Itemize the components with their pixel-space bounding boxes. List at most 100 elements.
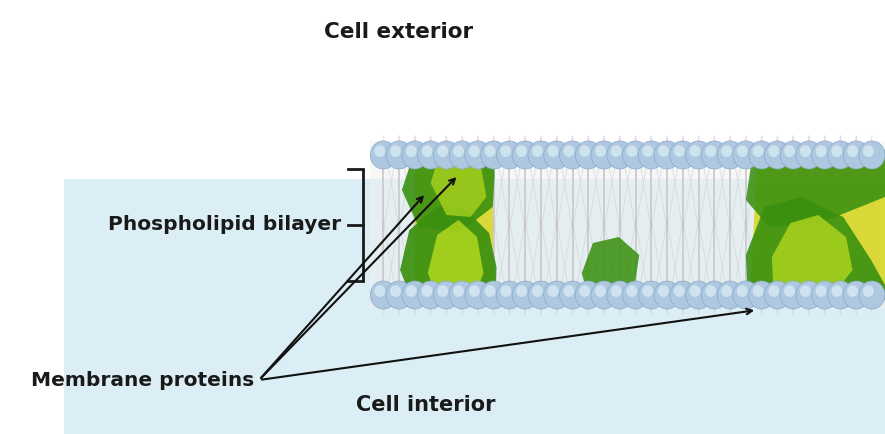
Circle shape (622, 141, 649, 169)
Circle shape (575, 281, 601, 309)
Circle shape (370, 141, 396, 169)
Polygon shape (772, 215, 852, 297)
Polygon shape (581, 237, 639, 300)
Circle shape (733, 141, 759, 169)
Circle shape (800, 285, 811, 297)
Circle shape (453, 285, 464, 297)
Circle shape (465, 281, 491, 309)
Circle shape (500, 285, 512, 297)
Circle shape (689, 285, 700, 297)
Circle shape (812, 141, 838, 169)
Polygon shape (746, 150, 885, 227)
Circle shape (627, 285, 637, 297)
Circle shape (559, 281, 586, 309)
Circle shape (421, 145, 433, 157)
Circle shape (390, 145, 401, 157)
Circle shape (796, 141, 822, 169)
Circle shape (749, 281, 774, 309)
Circle shape (752, 285, 764, 297)
Circle shape (370, 281, 396, 309)
Circle shape (737, 285, 748, 297)
Circle shape (686, 141, 712, 169)
Circle shape (607, 141, 633, 169)
Circle shape (859, 281, 885, 309)
Circle shape (702, 141, 727, 169)
Circle shape (784, 285, 795, 297)
Circle shape (831, 145, 843, 157)
Circle shape (485, 145, 496, 157)
Polygon shape (370, 141, 885, 309)
Circle shape (406, 285, 417, 297)
Circle shape (611, 285, 621, 297)
Text: Membrane proteins: Membrane proteins (31, 371, 255, 389)
Circle shape (831, 285, 843, 297)
Circle shape (721, 285, 732, 297)
Circle shape (658, 145, 669, 157)
Circle shape (800, 145, 811, 157)
Circle shape (481, 281, 507, 309)
Circle shape (528, 141, 554, 169)
Circle shape (796, 281, 822, 309)
Circle shape (752, 145, 764, 157)
Circle shape (784, 145, 795, 157)
Circle shape (847, 285, 858, 297)
Circle shape (386, 141, 412, 169)
Circle shape (543, 281, 570, 309)
Circle shape (595, 145, 606, 157)
Circle shape (607, 281, 633, 309)
Circle shape (658, 285, 669, 297)
Circle shape (863, 145, 873, 157)
Circle shape (500, 145, 512, 157)
Circle shape (450, 141, 475, 169)
Circle shape (543, 141, 570, 169)
Circle shape (812, 281, 838, 309)
Circle shape (702, 281, 727, 309)
Polygon shape (750, 160, 885, 290)
Circle shape (673, 285, 685, 297)
Circle shape (465, 141, 491, 169)
Circle shape (402, 281, 427, 309)
Circle shape (768, 285, 780, 297)
Circle shape (390, 285, 401, 297)
Circle shape (434, 141, 459, 169)
Circle shape (481, 141, 507, 169)
Circle shape (843, 281, 869, 309)
Circle shape (622, 281, 649, 309)
Circle shape (512, 281, 538, 309)
Circle shape (386, 281, 412, 309)
Circle shape (670, 281, 696, 309)
Circle shape (781, 281, 806, 309)
Circle shape (469, 285, 480, 297)
Polygon shape (427, 220, 483, 297)
Circle shape (564, 285, 574, 297)
Circle shape (579, 145, 590, 157)
Circle shape (643, 285, 653, 297)
Polygon shape (431, 153, 486, 217)
Circle shape (847, 145, 858, 157)
Circle shape (591, 281, 617, 309)
Circle shape (485, 285, 496, 297)
Circle shape (717, 281, 743, 309)
Circle shape (374, 285, 385, 297)
Circle shape (749, 141, 774, 169)
Polygon shape (400, 207, 496, 300)
Circle shape (469, 145, 480, 157)
Circle shape (591, 141, 617, 169)
Polygon shape (65, 179, 885, 434)
Text: Phospholipid bilayer: Phospholipid bilayer (108, 216, 341, 234)
Circle shape (733, 281, 759, 309)
Circle shape (421, 285, 433, 297)
Circle shape (434, 281, 459, 309)
Circle shape (453, 145, 464, 157)
Circle shape (627, 145, 637, 157)
Circle shape (548, 285, 558, 297)
Polygon shape (746, 197, 885, 300)
Circle shape (611, 145, 621, 157)
Circle shape (512, 141, 538, 169)
Polygon shape (402, 150, 495, 233)
Circle shape (548, 145, 558, 157)
Circle shape (406, 145, 417, 157)
Circle shape (516, 145, 527, 157)
Circle shape (532, 145, 543, 157)
Circle shape (528, 281, 554, 309)
